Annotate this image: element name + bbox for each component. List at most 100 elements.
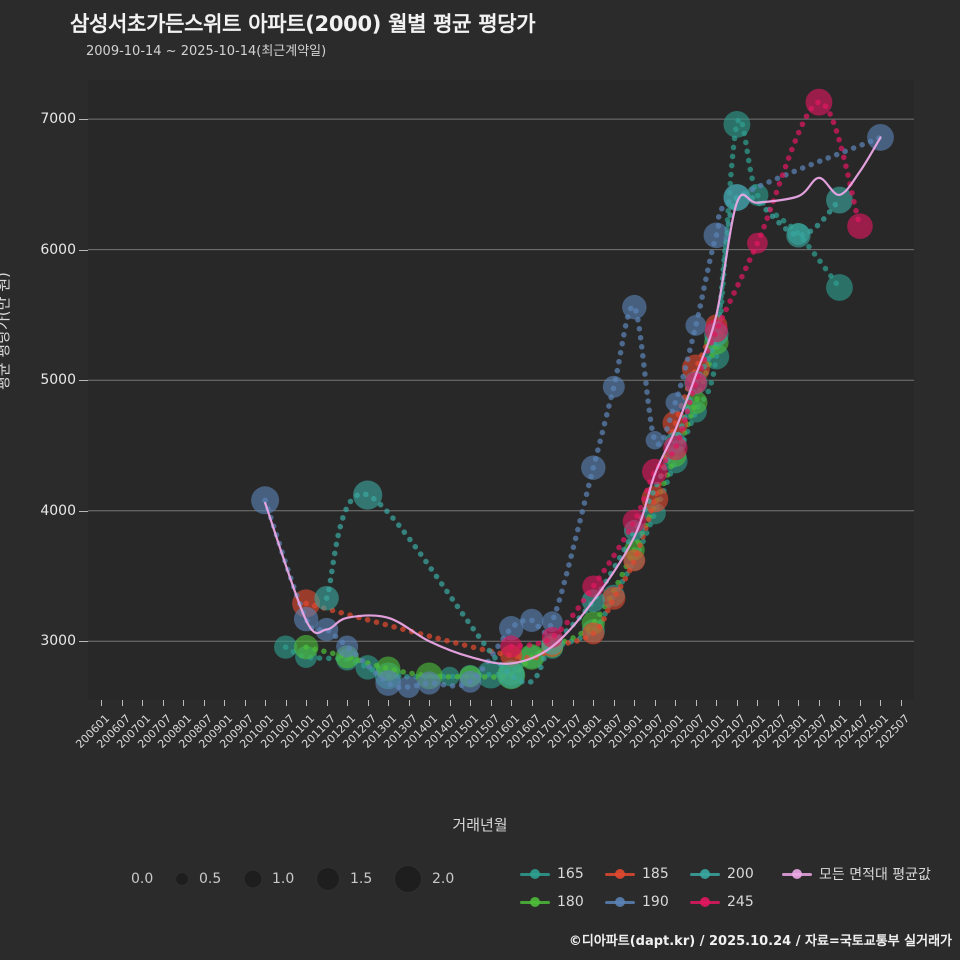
x-axis-tick-mark bbox=[818, 700, 820, 706]
data-point[interactable] bbox=[622, 509, 646, 533]
data-point[interactable] bbox=[500, 635, 523, 658]
legend-label: 200 bbox=[727, 866, 754, 882]
x-axis-tick-mark bbox=[347, 700, 349, 706]
data-point[interactable] bbox=[623, 549, 646, 572]
x-axis-tick-mark bbox=[736, 700, 738, 706]
size-legend-marker bbox=[243, 869, 262, 889]
y-axis-tick-label: 6000 bbox=[40, 241, 76, 258]
y-axis-tick-mark bbox=[79, 641, 88, 643]
y-axis-tick-label: 3000 bbox=[40, 633, 76, 650]
legend-item-190[interactable]: 190 bbox=[605, 888, 669, 916]
data-point[interactable] bbox=[805, 88, 833, 116]
x-axis-tick-mark bbox=[244, 700, 246, 706]
data-point[interactable] bbox=[497, 661, 525, 689]
data-point[interactable] bbox=[274, 635, 298, 659]
data-point[interactable] bbox=[685, 314, 707, 336]
x-axis-tick-mark bbox=[203, 700, 205, 706]
size-legend-label: 2.0 bbox=[432, 871, 455, 887]
legend-item-185[interactable]: 185 bbox=[605, 860, 669, 888]
legend-item-165[interactable]: 165 bbox=[520, 860, 584, 888]
x-axis-tick-mark bbox=[388, 700, 390, 706]
data-point[interactable] bbox=[826, 186, 853, 214]
data-point[interactable] bbox=[293, 634, 319, 660]
data-point[interactable] bbox=[375, 670, 401, 696]
data-point[interactable] bbox=[582, 622, 605, 645]
legend-marker-icon bbox=[690, 895, 720, 909]
series-모든-면적대-평균값 bbox=[264, 136, 882, 665]
legend-item-모든-면적대-평균값[interactable]: 모든 면적대 평균값 bbox=[782, 860, 931, 888]
data-point[interactable] bbox=[826, 274, 853, 301]
x-axis-tick-mark bbox=[429, 700, 431, 706]
data-point[interactable] bbox=[541, 611, 563, 633]
data-point[interactable] bbox=[520, 608, 544, 632]
data-point[interactable] bbox=[723, 184, 751, 211]
data-point[interactable] bbox=[518, 644, 545, 670]
x-axis-tick-mark bbox=[901, 700, 902, 706]
legend-marker-icon bbox=[520, 867, 550, 881]
data-point[interactable] bbox=[459, 670, 482, 693]
data-point[interactable] bbox=[786, 223, 811, 248]
data-point[interactable] bbox=[602, 375, 625, 398]
x-axis-tick-mark bbox=[511, 700, 513, 706]
legend-marker-icon bbox=[520, 895, 550, 909]
data-point[interactable] bbox=[704, 319, 728, 343]
size-legend-label: 0.5 bbox=[199, 871, 222, 887]
size-legend-marker bbox=[175, 872, 189, 886]
size-legend-label: 1.5 bbox=[350, 871, 373, 887]
legend-item-245[interactable]: 245 bbox=[690, 888, 754, 916]
legend-label: 185 bbox=[642, 866, 669, 882]
x-axis-tick-mark bbox=[757, 700, 759, 706]
x-axis-tick-mark bbox=[675, 700, 677, 706]
data-point[interactable] bbox=[723, 110, 751, 138]
legend-item-180[interactable]: 180 bbox=[520, 888, 584, 916]
x-axis-tick-mark bbox=[859, 700, 861, 706]
data-point[interactable] bbox=[541, 626, 563, 648]
size-legend-marker bbox=[394, 865, 422, 893]
x-axis-tick-mark bbox=[572, 700, 574, 706]
legend-label: 165 bbox=[557, 866, 584, 882]
data-point[interactable] bbox=[622, 294, 647, 320]
data-point[interactable] bbox=[397, 675, 420, 698]
data-point[interactable] bbox=[582, 575, 605, 598]
x-axis-tick-mark bbox=[716, 700, 718, 706]
y-axis-tick-mark bbox=[79, 249, 88, 251]
x-axis-tick-mark bbox=[490, 700, 492, 706]
x-axis-tick-mark bbox=[593, 700, 595, 706]
size-legend: 0.0 0.5 1.0 1.5 2.0 bbox=[118, 862, 476, 896]
x-axis-tick-mark bbox=[531, 700, 533, 706]
data-point[interactable] bbox=[847, 213, 873, 239]
series-190 bbox=[251, 124, 894, 698]
series-line bbox=[264, 136, 882, 665]
x-axis-tick-mark bbox=[839, 700, 841, 706]
legend-item-200[interactable]: 200 bbox=[690, 860, 754, 888]
data-point[interactable] bbox=[703, 222, 730, 249]
data-point[interactable] bbox=[645, 431, 665, 450]
data-point[interactable] bbox=[665, 392, 686, 413]
data-point[interactable] bbox=[581, 455, 606, 480]
data-point[interactable] bbox=[417, 671, 441, 695]
y-axis-tick-mark bbox=[79, 380, 88, 382]
data-point[interactable] bbox=[499, 616, 524, 641]
legend-marker-icon bbox=[605, 867, 635, 881]
x-axis-tick-mark bbox=[552, 700, 554, 706]
data-point[interactable] bbox=[336, 635, 359, 658]
size-legend-label: 1.0 bbox=[272, 871, 295, 887]
data-point[interactable] bbox=[314, 585, 339, 611]
x-axis-tick-mark bbox=[634, 700, 636, 706]
x-axis-tick-mark bbox=[695, 700, 697, 706]
page-subtitle: 2009-10-14 ~ 2025-10-14(최근계약일) bbox=[86, 44, 327, 59]
series-line bbox=[323, 191, 843, 686]
x-axis-tick-mark bbox=[101, 700, 102, 706]
data-point[interactable] bbox=[602, 586, 626, 610]
data-point[interactable] bbox=[251, 486, 280, 515]
legend-marker-icon bbox=[690, 867, 720, 881]
x-axis-tick-mark bbox=[326, 700, 328, 706]
data-point[interactable] bbox=[747, 232, 768, 254]
x-axis-tick-mark bbox=[367, 700, 369, 706]
size-legend-marker bbox=[316, 867, 340, 891]
legend-label: 모든 면적대 평균값 bbox=[819, 867, 931, 883]
x-axis-tick-mark bbox=[121, 700, 123, 706]
data-point[interactable] bbox=[353, 480, 383, 510]
x-axis-tick-mark bbox=[183, 700, 185, 706]
